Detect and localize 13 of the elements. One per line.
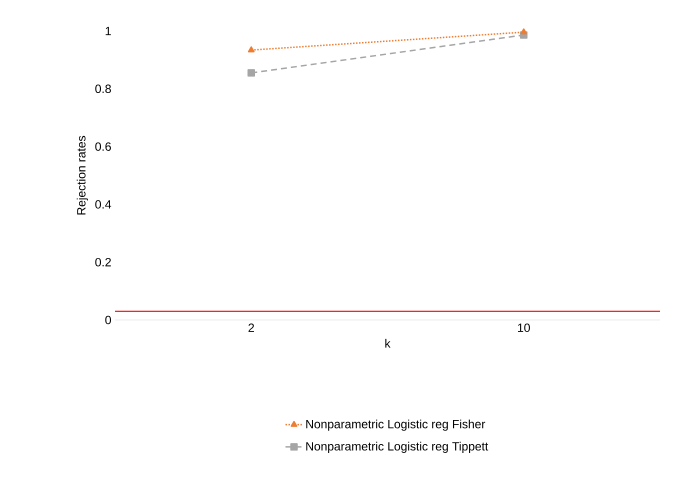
y-tick-label: 0.8 <box>95 84 111 94</box>
legend-label: Nonparametric Logistic reg Tippett <box>306 442 488 453</box>
x-tick-label: 10 <box>518 324 530 332</box>
y-tick-label: 0.6 <box>95 142 111 151</box>
y-tick-label: 0.2 <box>95 258 111 266</box>
x-tick-label: 2 <box>248 324 254 332</box>
legend-label: Nonparametric Logistic reg Fisher <box>306 420 486 431</box>
x-axis-title: k <box>385 338 391 348</box>
y-tick-label: 0.4 <box>95 200 112 209</box>
y-tick-label: 1 <box>106 26 111 36</box>
y-tick-label: 0 <box>105 316 112 324</box>
y-axis-title: Rejection rates <box>76 136 88 215</box>
point <box>248 69 256 77</box>
